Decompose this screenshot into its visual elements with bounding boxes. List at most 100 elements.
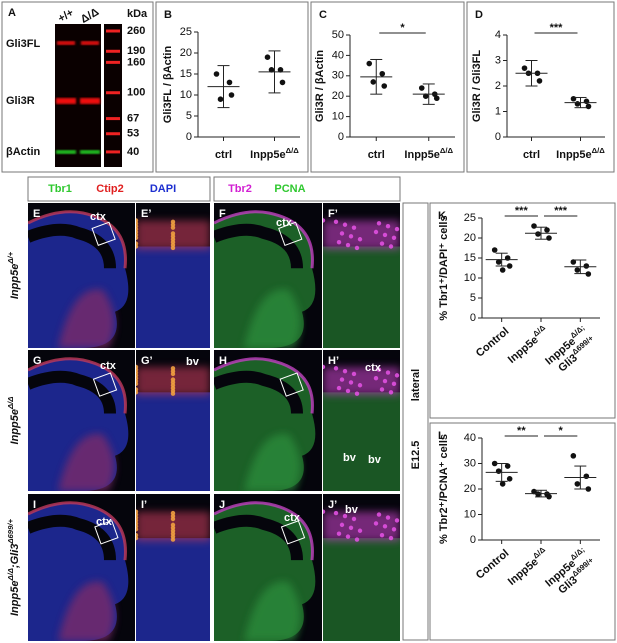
ladder-band (106, 117, 120, 121)
y-tick-label: 0 (495, 131, 501, 143)
y-axis-label: Gli3R / Gli3FL (471, 50, 483, 122)
micrograph (323, 350, 400, 491)
inset-box (278, 221, 303, 246)
tissue-fold (244, 433, 301, 491)
cell (323, 364, 326, 370)
cell (339, 377, 345, 382)
micrograph (136, 203, 210, 348)
cell (170, 219, 176, 225)
cell (394, 373, 400, 378)
cell (348, 234, 354, 239)
panel-border (310, 1, 465, 173)
row-label: Inpp5eΔ/Δ (6, 397, 21, 445)
data-point (583, 263, 590, 269)
label-sup: Δ/Δ (286, 146, 300, 155)
cortex-layer (214, 501, 314, 561)
data-point (546, 493, 552, 500)
data-point (495, 468, 502, 474)
tissue (136, 392, 210, 491)
cortex-layer (214, 210, 314, 269)
label-text: Inpp5e (9, 581, 21, 616)
y-axis-label: % Tbr1⁺/DAPI⁺ cells (438, 215, 450, 320)
ladder-band (106, 132, 120, 136)
ladder-label: 100 (127, 87, 145, 99)
cell (333, 366, 339, 371)
data-point (574, 481, 581, 487)
cell (136, 532, 139, 538)
cell (357, 237, 363, 242)
image-label: F (219, 208, 226, 220)
cell (342, 368, 348, 374)
data-point (585, 271, 592, 277)
micrograph (323, 494, 400, 641)
micrograph (214, 350, 322, 491)
ladder-label: 160 (127, 56, 145, 68)
cortex-layer (28, 357, 127, 414)
ladder-band (106, 60, 120, 64)
cell (382, 232, 388, 238)
x-tick-label: Inpp5eΔ/Δ (556, 146, 605, 161)
tissue (136, 538, 210, 641)
band (80, 150, 100, 154)
label-text: Inpp5e (506, 556, 541, 588)
image-label: E’ (141, 208, 151, 220)
y-tick-label: 0 (338, 131, 344, 143)
stain-label: PCNA (274, 183, 305, 195)
label-text: Inpp5e (506, 334, 541, 366)
lane-label: Δ/Δ (79, 6, 101, 26)
inset-box (91, 221, 116, 246)
data-point (268, 67, 275, 73)
cell (136, 521, 139, 526)
y-tick-label: 0 (470, 312, 476, 324)
data-point (499, 481, 506, 487)
y-tick-label: 10 (464, 508, 476, 520)
data-point (499, 267, 506, 273)
cell (391, 527, 397, 532)
data-point (366, 60, 373, 67)
ladder-label: 260 (127, 25, 145, 37)
panel-label: A (8, 7, 16, 19)
data-point (583, 98, 590, 105)
x-tick-label: Inpp5eΔ/Δ;Gli3Δ699/+ (541, 322, 599, 378)
cell (342, 513, 348, 519)
label-text: ;Gli3 (9, 544, 21, 568)
cell (136, 387, 139, 392)
image-annotation: ctx (96, 516, 113, 528)
data-point (570, 453, 577, 459)
y-tick-label: 2 (495, 80, 501, 92)
cell (382, 524, 388, 529)
tissue-fold (58, 581, 115, 641)
cell (333, 510, 339, 516)
data-point (531, 223, 537, 229)
label-sup: Δ/Δ (6, 397, 15, 410)
y-tick-label: 20 (180, 47, 192, 59)
cell (351, 225, 357, 230)
significance-label: *** (554, 205, 568, 217)
cell (379, 532, 385, 538)
cell (136, 367, 139, 372)
y-tick-label: 5 (186, 110, 192, 122)
label-text: Inpp5e (9, 264, 21, 299)
data-point (585, 486, 592, 492)
micrograph (323, 203, 400, 348)
data-point (379, 70, 386, 77)
image-label: G (33, 355, 42, 367)
band-label: βActin (6, 146, 40, 158)
micrograph (28, 494, 135, 641)
y-tick-label: 50 (332, 29, 344, 41)
data-point (495, 259, 502, 265)
image-label: F’ (328, 208, 338, 220)
micrograph (214, 494, 322, 641)
band-label: Gli3R (6, 95, 35, 107)
band-label: Gli3FL (6, 38, 41, 50)
cell (388, 390, 394, 395)
band (57, 41, 75, 45)
tissue-inner (214, 514, 303, 561)
y-tick-label: 0 (470, 534, 476, 546)
tissue (323, 246, 400, 348)
x-tick-label: ctrl (368, 149, 385, 161)
cell (385, 224, 391, 229)
band (56, 150, 76, 154)
cell (323, 218, 326, 223)
data-point (546, 235, 552, 241)
